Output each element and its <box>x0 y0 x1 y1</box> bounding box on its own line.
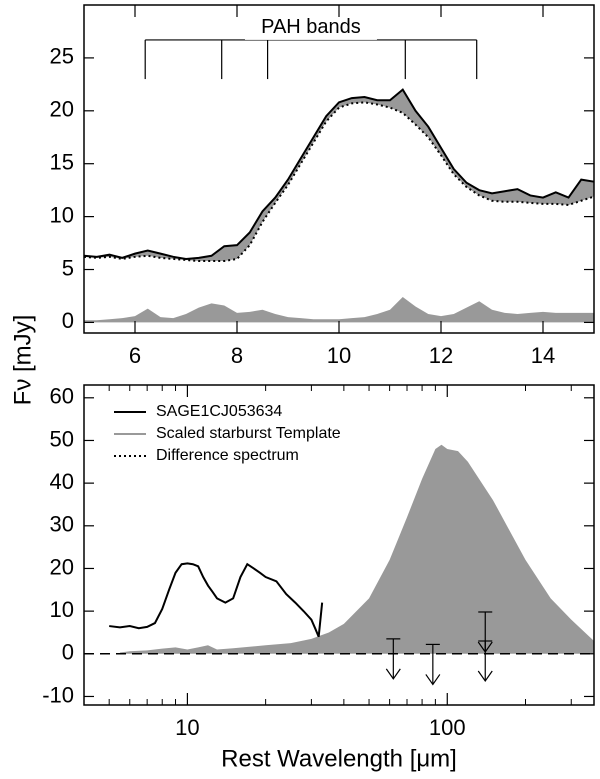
y-tick-label: 25 <box>50 44 74 69</box>
legend-label: Difference spectrum <box>156 447 299 464</box>
limit-arrowhead <box>385 668 401 680</box>
pah-label: PAH bands <box>261 16 361 38</box>
x-tick-label: 12 <box>429 343 453 368</box>
y-tick-label: 10 <box>50 202 74 227</box>
y-tick-label: 50 <box>50 426 74 451</box>
y-tick-label: 30 <box>50 512 74 537</box>
limit-arrowhead <box>477 670 493 683</box>
difference-fill <box>84 89 594 262</box>
y-tick-label: 0 <box>62 640 74 665</box>
y-axis-label: Fν [mJy] <box>9 315 36 406</box>
y-tick-label: 60 <box>50 384 74 409</box>
pah-label-bg <box>244 25 377 40</box>
legend-label: SAGE1CJ053634 <box>156 403 282 420</box>
spectrum-area <box>84 297 594 323</box>
x-axis-label: Rest Wavelength [μm] <box>221 745 457 772</box>
y-tick-label: 15 <box>50 150 74 175</box>
spectrum-line <box>109 562 324 638</box>
spectrum-line <box>83 101 595 263</box>
legend-label: Scaled starburst Template <box>156 425 341 442</box>
y-tick-label: 0 <box>62 308 74 333</box>
x-tick-label: 14 <box>531 343 555 368</box>
plot-frame <box>83 4 595 334</box>
x-tick-label: 8 <box>231 343 243 368</box>
spectrum-area <box>119 444 594 654</box>
spectrum-line <box>83 88 595 260</box>
x-tick-label: 10 <box>327 343 351 368</box>
y-tick-label: 10 <box>50 597 74 622</box>
limit-arrowhead <box>425 674 441 686</box>
y-tick-label: 20 <box>50 554 74 579</box>
plot-frame <box>83 384 595 706</box>
x-tick-label: 6 <box>129 343 141 368</box>
x-tick-label: 10 <box>175 715 199 740</box>
y-tick-label: -10 <box>42 682 74 707</box>
y-tick-label: 40 <box>50 469 74 494</box>
y-tick-label: 20 <box>50 97 74 122</box>
x-tick-label: 100 <box>429 715 466 740</box>
y-tick-label: 5 <box>62 255 74 280</box>
